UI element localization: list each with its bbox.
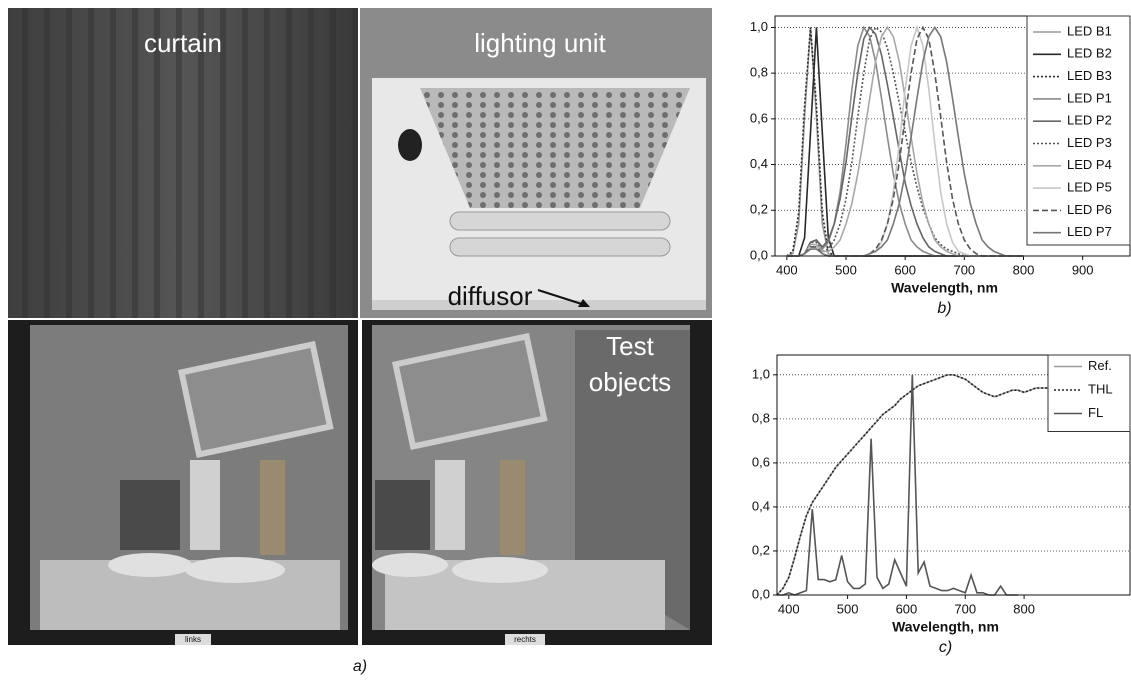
legend-label: LED B3 — [1067, 68, 1112, 83]
caption: c) — [939, 639, 952, 656]
legend-label: LED P5 — [1067, 180, 1112, 195]
x-tick-label: 400 — [778, 601, 800, 616]
caption: a) — [353, 658, 367, 675]
legend-label: LED P7 — [1067, 224, 1112, 239]
legend-label: FL — [1088, 405, 1103, 420]
x-axis-title: Wavelength, nm — [891, 280, 998, 296]
x-tick-label: 700 — [954, 601, 976, 616]
x-tick-label: 800 — [1013, 601, 1035, 616]
y-tick-label: 0,8 — [750, 65, 768, 80]
legend-label: LED P2 — [1067, 113, 1112, 128]
objects — [452, 557, 548, 583]
legend-label: LED P3 — [1067, 135, 1112, 150]
photo-label: objects — [589, 367, 671, 397]
y-tick-label: 0,0 — [750, 247, 768, 262]
x-tick-label: 600 — [896, 601, 918, 616]
caption: b) — [937, 300, 951, 317]
y-tick-label: 0,6 — [752, 454, 770, 469]
x-tick-label: 600 — [894, 262, 916, 277]
legend-label: LED P6 — [1067, 202, 1112, 217]
y-tick-label: 0,2 — [752, 542, 770, 557]
legend-label: Ref. — [1088, 358, 1112, 373]
photo-label: diffusor — [448, 281, 533, 311]
figure: links rechts curtain lighting unit diffu… — [0, 0, 1131, 681]
legend-label: LED P4 — [1067, 157, 1112, 172]
photo-label: Test — [606, 331, 654, 361]
legend-label: LED B1 — [1067, 23, 1112, 38]
y-tick-label: 0,0 — [752, 586, 770, 601]
chart: 0,0 0,2 0,4 0,6 0,8 1,0 400 500 600 700 800 900 LED … — [750, 16, 1130, 317]
x-tick-label: 500 — [835, 262, 857, 277]
photo-label: lighting unit — [474, 28, 606, 58]
x-tick-label: 700 — [953, 262, 975, 277]
tag-text: links — [185, 635, 201, 644]
x-axis-title: Wavelength, nm — [892, 619, 999, 635]
objects — [500, 460, 525, 555]
y-tick-label: 0,2 — [750, 202, 768, 217]
objects — [190, 460, 220, 550]
tag-text: rechts — [514, 635, 536, 644]
y-tick-label: 0,6 — [750, 110, 768, 125]
tube — [450, 212, 670, 230]
chart: 0,0 0,2 0,4 0,6 0,8 1,0 400 500 600 700 800 Ref. THL… — [752, 355, 1130, 656]
y-tick-label: 0,4 — [750, 156, 768, 171]
objects — [108, 553, 192, 577]
x-tick-label: 800 — [1013, 262, 1035, 277]
legend-label: THL — [1088, 381, 1113, 396]
y-tick-label: 0,4 — [752, 498, 770, 513]
photo-label: curtain — [144, 28, 222, 58]
diffusor-plate — [372, 300, 706, 310]
legend-label: LED P1 — [1067, 90, 1112, 105]
photo: links rechts curtain lighting unit diffu… — [8, 8, 712, 675]
objects — [372, 553, 448, 577]
tube — [450, 238, 670, 256]
x-tick-label: 400 — [776, 262, 798, 277]
objects — [120, 480, 180, 550]
y-tick-label: 1,0 — [752, 366, 770, 381]
x-tick-label: 900 — [1072, 262, 1094, 277]
objects — [435, 460, 465, 550]
objects — [260, 460, 285, 555]
objects — [375, 480, 430, 550]
y-tick-label: 1,0 — [750, 19, 768, 34]
legend-label: LED B2 — [1067, 46, 1112, 61]
objects — [185, 557, 285, 583]
lamp — [398, 129, 422, 161]
y-tick-label: 0,8 — [752, 410, 770, 425]
x-tick-label: 500 — [837, 601, 859, 616]
